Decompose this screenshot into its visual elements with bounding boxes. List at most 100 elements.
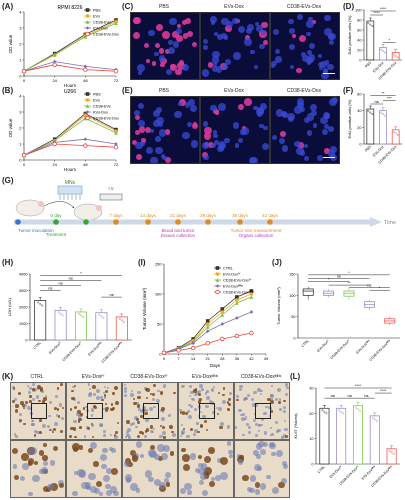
nucleus (302, 55, 310, 63)
hematoxylin-nucleus (278, 398, 282, 401)
nucleus (321, 71, 329, 79)
x-tick-label: CTRL (317, 465, 326, 474)
x-tick-label: 24 (52, 78, 57, 83)
chart-j: 0 50 100 150 Tumor Volume (mm³) CTRL EVs-Doxᴵⱽ… (276, 271, 400, 362)
y-tick-label: 2 (19, 126, 22, 131)
hematoxylin-nucleus (19, 475, 26, 481)
data-point (249, 292, 254, 296)
data-dot (373, 418, 376, 421)
edu-positive-cell (185, 18, 191, 24)
edu-positive-cell (160, 63, 165, 68)
hematoxylin-nucleus (42, 461, 48, 467)
nucleus (289, 64, 294, 70)
ki67-positive-cell (42, 455, 48, 461)
hematoxylin-nucleus (137, 390, 141, 395)
x-tick-label: 35 (235, 356, 240, 361)
nucleus (158, 129, 166, 137)
ki67-positive-cell (216, 412, 220, 416)
hematoxylin-nucleus (123, 384, 127, 387)
sig-label: **** (380, 6, 387, 11)
hematoxylin-nucleus (218, 406, 223, 411)
hematoxylin-nucleus (93, 487, 100, 495)
hematoxylin-nucleus (125, 477, 131, 483)
timeline-dot (205, 219, 211, 225)
nucleus (155, 136, 161, 142)
hematoxylin-nucleus (221, 400, 226, 405)
hematoxylin-nucleus (227, 449, 233, 455)
nucleus (300, 106, 306, 112)
nucleus (224, 137, 230, 144)
hematoxylin-nucleus (50, 428, 53, 432)
ki67-positive-cell (74, 405, 78, 409)
hematoxylin-nucleus (164, 471, 171, 478)
x-tick-label: 72 (114, 78, 119, 83)
nucleus (306, 32, 311, 37)
hematoxylin-nucleus (86, 485, 91, 491)
hematoxylin-nucleus (102, 391, 106, 395)
data-dot (384, 51, 386, 54)
ki67-positive-cell (25, 401, 29, 405)
ihc-label: CD38-EVs-Doxᴵⱽ (130, 374, 168, 380)
y-tick-label: 50 (157, 322, 162, 327)
hematoxylin-nucleus (254, 403, 259, 408)
hematoxylin-nucleus (270, 393, 274, 397)
ki67-positive-cell (23, 422, 26, 426)
hematoxylin-nucleus (142, 405, 147, 410)
hematoxylin-nucleus (180, 430, 185, 434)
nucleus (162, 156, 167, 161)
nucleus (280, 111, 287, 118)
ki67-positive-cell (22, 407, 25, 410)
y-axis-label: OD value (8, 118, 13, 137)
hematoxylin-nucleus (106, 387, 110, 390)
hematoxylin-nucleus (206, 389, 209, 393)
y-tick-label: 60 (357, 93, 361, 97)
ki67-positive-cell (94, 406, 97, 410)
data-point (205, 325, 210, 329)
sig-label: ns (48, 286, 52, 291)
y-tick-label: 30 (309, 387, 313, 391)
hematoxylin-nucleus (210, 476, 216, 481)
nucleus (299, 150, 306, 156)
hematoxylin-nucleus (130, 423, 134, 426)
nucleus (184, 102, 191, 108)
edu-positive-cell (174, 68, 182, 76)
nucleus (271, 64, 276, 69)
event-label: 0 day (50, 213, 62, 218)
hematoxylin-nucleus (268, 415, 271, 418)
y-axis-label: Ki-67 (%Area) (294, 413, 298, 439)
hematoxylin-nucleus (111, 448, 117, 454)
x-tick-label: EVs-Doxᴹᴺˢ (87, 340, 103, 356)
hematoxylin-nucleus (229, 392, 233, 396)
hematoxylin-nucleus (249, 475, 257, 482)
series-line (23, 143, 117, 156)
nucleus (212, 66, 219, 72)
bar (319, 407, 330, 465)
data-point (161, 350, 167, 355)
hematoxylin-nucleus (90, 408, 95, 412)
ihc-label: EVs-Doxᴵⱽ (81, 374, 105, 380)
x-tick-label: 42 (249, 356, 254, 361)
ki67-positive-cell (110, 402, 114, 406)
hematoxylin-nucleus (275, 429, 279, 433)
hematoxylin-nucleus (190, 390, 194, 395)
ki67-positive-cell (208, 447, 215, 454)
ki67-positive-cell (226, 408, 230, 411)
legend-marker (85, 92, 90, 96)
hematoxylin-nucleus (73, 419, 77, 424)
ki67-positive-cell (105, 407, 109, 411)
data-dot (80, 314, 82, 317)
data-point (235, 298, 239, 302)
hematoxylin-nucleus (282, 434, 287, 438)
nucleus (225, 58, 232, 65)
legend-marker (85, 31, 90, 37)
hematoxylin-nucleus (262, 441, 268, 447)
x-tick-label: 28 (220, 356, 225, 361)
hematoxylin-nucleus (130, 393, 134, 397)
ki67-positive-cell (42, 442, 48, 448)
data-dot (357, 408, 359, 411)
event-label: 28 days (200, 213, 217, 218)
nucleus (150, 156, 158, 163)
data-dot (59, 312, 62, 315)
hematoxylin-nucleus (129, 482, 138, 491)
nucleus (317, 54, 323, 59)
